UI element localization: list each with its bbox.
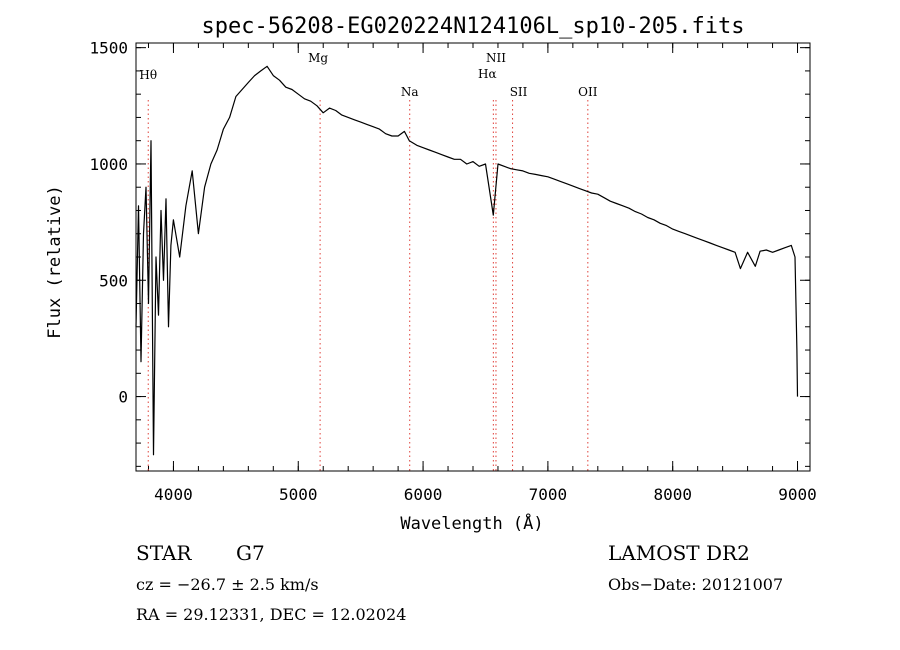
x-tick-label: 8000 <box>653 485 692 504</box>
plot-area: 4000 5000 6000 7000 8000 9000 0 500 1000 1500 Hθ Mg… <box>89 39 816 504</box>
x-tick-label: 5000 <box>279 485 318 504</box>
y-tick-label: 0 <box>118 388 128 407</box>
x-tick-label: 9000 <box>778 485 817 504</box>
y-tick-label: 500 <box>99 271 128 290</box>
redshift-text: cz = −26.7 ± 2.5 km/s <box>136 575 319 594</box>
line-marker-label: Hα <box>478 67 497 81</box>
line-marker-label: OII <box>578 85 598 99</box>
line-marker-label: Mg <box>308 51 328 65</box>
plot-frame <box>135 42 811 472</box>
coordinates-text: RA = 29.12331, DEC = 12.02024 <box>136 605 406 624</box>
subclass-text: G7 <box>236 541 265 565</box>
y-tick-label: 1500 <box>89 39 128 58</box>
survey-text: LAMOST DR2 <box>608 541 750 565</box>
line-marker-label: NII <box>486 51 506 65</box>
object-type-text: STAR <box>136 541 192 565</box>
x-tick-label: 7000 <box>529 485 568 504</box>
line-marker-label: Na <box>401 85 419 99</box>
y-tick-label: 1000 <box>89 155 128 174</box>
line-marker-label: Hθ <box>139 68 157 82</box>
obs-date-text: Obs−Date: 20121007 <box>608 575 783 594</box>
y-axis-label: Flux (relative) <box>45 185 65 339</box>
x-tick-label: 4000 <box>154 485 193 504</box>
spectrum-line <box>135 65 799 456</box>
x-tick-label: 6000 <box>404 485 443 504</box>
x-axis-label: Wavelength (Å) <box>400 512 543 534</box>
chart-title: spec-56208-EG020224N124106L_sp10-205.fit… <box>201 14 744 39</box>
line-marker-label: SII <box>510 85 528 99</box>
